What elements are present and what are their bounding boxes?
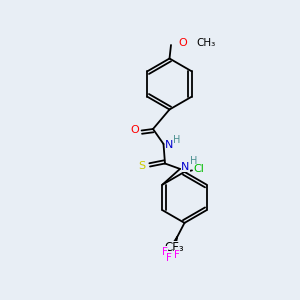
Text: N: N — [165, 140, 174, 150]
Text: O: O — [130, 125, 140, 136]
Text: F: F — [174, 250, 180, 260]
Text: CF₃: CF₃ — [164, 241, 184, 254]
Text: S: S — [138, 161, 145, 171]
Text: O: O — [178, 38, 187, 48]
Text: N: N — [181, 161, 190, 172]
Text: F: F — [162, 247, 168, 257]
Text: F: F — [166, 253, 172, 263]
Text: H: H — [173, 135, 181, 146]
Text: Cl: Cl — [194, 164, 204, 175]
Text: CH₃: CH₃ — [196, 38, 215, 48]
Text: H: H — [190, 156, 197, 167]
